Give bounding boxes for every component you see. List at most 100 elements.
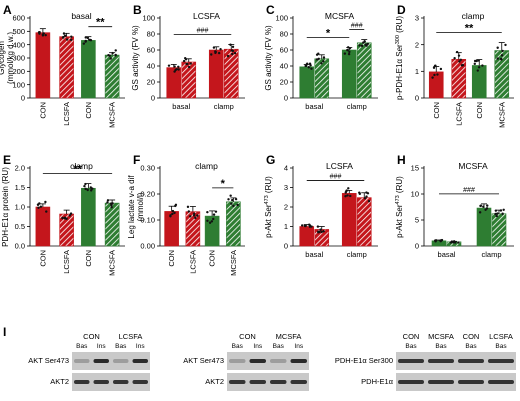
category-label: LCSFA (62, 250, 71, 274)
data-point (173, 211, 176, 215)
bar (314, 58, 330, 99)
y-tick-label: 2 (415, 40, 419, 49)
data-point (449, 241, 452, 244)
blot-band (458, 359, 484, 363)
data-point (88, 38, 92, 42)
y-tick-label: 60 (280, 46, 288, 55)
data-point (193, 212, 196, 215)
blot-group-label: CON (239, 332, 256, 341)
data-point (358, 192, 362, 196)
data-point (174, 204, 177, 208)
y-tick-label: 2.0 (15, 164, 25, 173)
data-point (457, 241, 460, 244)
blot-lane-label: Bas (115, 343, 127, 350)
panel-e: E 0.0 0.5 1.0 1.5 2.0 PDH-E1α protein (RU) clam… (1, 153, 125, 276)
data-point (322, 230, 325, 233)
y-axis-label: PDH-E1α protein (RU) (1, 167, 10, 247)
data-point (308, 62, 312, 65)
y-tick-label: 0.10 (140, 216, 155, 225)
y-tick-label: 40 (147, 62, 155, 71)
category-label: MCSFA (497, 102, 506, 128)
data-point (308, 223, 311, 226)
blot-membrane (396, 373, 516, 391)
blot-lane-label: Bas (405, 343, 417, 350)
data-point (69, 38, 73, 42)
y-tick-label: 100 (275, 14, 288, 23)
category-label: MCSFA (229, 250, 238, 276)
blot-band (113, 380, 129, 384)
panel-letter: H (397, 153, 406, 167)
data-point (365, 191, 368, 194)
data-point (304, 224, 307, 228)
data-point (68, 214, 71, 217)
significance-marker: ### (463, 187, 475, 194)
data-point (110, 205, 113, 209)
category-label: CON (208, 250, 217, 267)
data-point (83, 184, 86, 188)
y-tick-label: 4 (284, 164, 288, 173)
data-point (39, 205, 43, 208)
blot-band (488, 359, 514, 363)
panel-letter: I (3, 325, 6, 339)
data-point (504, 43, 507, 47)
bar (81, 40, 96, 99)
bar (35, 32, 51, 99)
category-label: clamp (347, 102, 367, 111)
y-axis-label: p-Akt Ser473 (RU) (395, 176, 404, 238)
category-label: CON (84, 250, 93, 267)
blot-band (428, 380, 454, 384)
bar (356, 197, 372, 247)
data-point (501, 212, 504, 215)
data-point (431, 76, 434, 79)
blot-row-label: AKT2 (205, 377, 224, 386)
y-tick-label: 20 (147, 78, 155, 87)
data-point (63, 34, 67, 37)
blot-band (270, 380, 287, 384)
y-tick-label: 3 (415, 14, 419, 23)
panel-d: D 0 1 2 3 p-PDH-E1α Ser300 (RU) clamp CON LCSFA C… (395, 3, 514, 128)
data-point (37, 206, 40, 209)
data-point (177, 68, 180, 71)
y-tick-label: 1 (284, 222, 288, 231)
data-point (109, 57, 112, 60)
data-point (206, 219, 209, 222)
y-tick-label: 0 (284, 242, 288, 251)
category-label: LCSFA (454, 102, 463, 126)
data-point (347, 187, 350, 190)
data-point (322, 56, 326, 59)
data-point (479, 204, 483, 207)
blot-band (229, 380, 246, 384)
category-label: LCSFA (188, 250, 197, 274)
y-tick-label: 100 (12, 80, 25, 89)
data-point (210, 220, 214, 223)
blot-lane-label: Ins (253, 343, 262, 350)
data-point (315, 53, 319, 56)
data-point (478, 211, 482, 214)
y-tick-label: 40 (280, 62, 288, 71)
data-point (214, 210, 218, 213)
blot-band (428, 359, 454, 363)
blot-band (74, 380, 90, 384)
data-point (461, 63, 465, 67)
blot-con-lcsfa: CON LCSFA Bas Ins Bas Ins AKT Ser473 AKT2 (28, 332, 150, 391)
blot-band (229, 359, 246, 363)
data-point (196, 214, 199, 217)
data-point (320, 62, 323, 65)
data-point (212, 46, 216, 49)
panel-title: clamp (195, 161, 218, 171)
data-point (231, 198, 234, 202)
data-point (439, 240, 442, 243)
blot-membrane (227, 352, 309, 370)
blot-membrane (72, 373, 150, 391)
bar (226, 201, 241, 247)
y-tick-label: 80 (280, 30, 288, 39)
data-point (495, 214, 498, 218)
blots-layer: I CON LCSFA Bas Ins Bas Ins AKT Ser473 AKT2 CON MC… (3, 325, 516, 391)
data-point (111, 51, 114, 55)
data-point (348, 46, 352, 50)
category-label: basal (438, 250, 456, 259)
significance-marker: * (326, 28, 331, 40)
panel-g: G 0 1 2 3 4 p-Akt Ser473 (RU) LCSFA basal clamp ##… (264, 153, 378, 259)
data-point (226, 54, 230, 58)
data-point (217, 51, 221, 55)
